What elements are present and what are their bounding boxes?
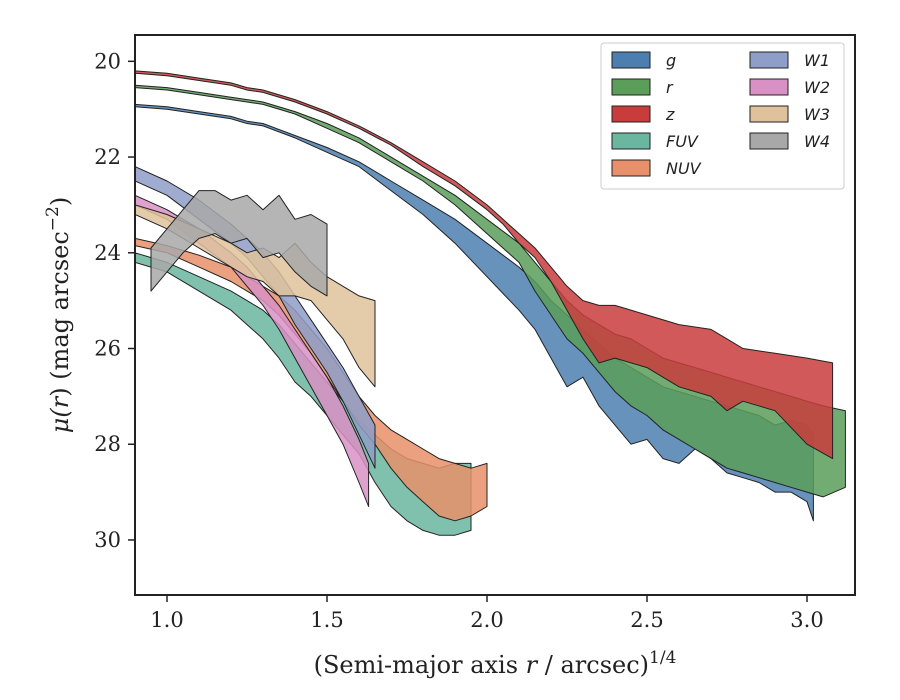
y-axis-ticks: 20 22 24 26 28 30 [94,49,135,552]
plot-frame [134,34,856,596]
band-r [135,84,846,498]
legend-swatch-w2 [749,78,789,96]
profile-bands [135,70,846,536]
legend-swatch-r [611,78,651,96]
x-axis-title-var: r [526,651,539,679]
legend-label-nuv: NUV [666,159,702,178]
band-g [135,103,814,522]
y-tick-label: 22 [94,145,121,169]
legend-swatch-nuv [611,159,651,177]
legend-label-w1: W1 [804,51,830,70]
legend-swatch-w3 [749,105,789,123]
legend-label-w4: W4 [804,132,830,151]
legend-label-r: r [666,78,674,97]
legend: grz FUV NUV W1 W2 W3 W4 [600,42,845,190]
x-axis-title-sup: 1/4 [649,648,676,668]
legend-label-w2: W2 [804,78,830,97]
y-axis-title-mid: ) (mag arcsec [46,231,74,397]
y-tick-label: 24 [94,241,121,265]
x-axis-ticks: 1.0 1.5 2.0 2.5 3.0 [150,595,824,632]
x-tick-label: 3.0 [790,608,823,632]
legend-swatch-g [611,51,651,69]
band-w4 [150,190,328,297]
legend-swatch-w4 [749,132,789,150]
legend-swatch-z [611,105,651,123]
y-axis-title: μ(r) (mag arcsec−2) [43,197,74,434]
y-tick-label: 30 [94,528,121,552]
x-tick-label: 2.0 [470,608,503,632]
legend-swatch-w1 [749,51,789,69]
y-axis-title-sup: −2 [43,206,63,231]
y-axis-title-post: ) [46,197,74,206]
y-axis-title-pre: μ( [46,408,74,434]
x-axis-title-main: (Semi-major axis [314,651,526,679]
y-axis-title-var: r [46,395,74,408]
legend-label-g: g [666,51,676,70]
y-tick-label: 28 [94,432,121,456]
x-tick-label: 1.5 [310,608,343,632]
legend-label-fuv: FUV [666,132,699,151]
x-axis-title-rest: / arcsec) [537,651,649,679]
legend-label-z: z [665,105,675,124]
x-axis-title: (Semi-major axis r / arcsec)1/4 [314,648,677,679]
legend-swatch-fuv [611,132,651,150]
y-tick-label: 26 [94,337,121,361]
x-tick-label: 2.5 [630,608,663,632]
x-tick-label: 1.0 [150,608,183,632]
band-z [135,70,834,460]
legend-label-w3: W3 [804,105,830,124]
y-tick-label: 20 [94,49,121,73]
